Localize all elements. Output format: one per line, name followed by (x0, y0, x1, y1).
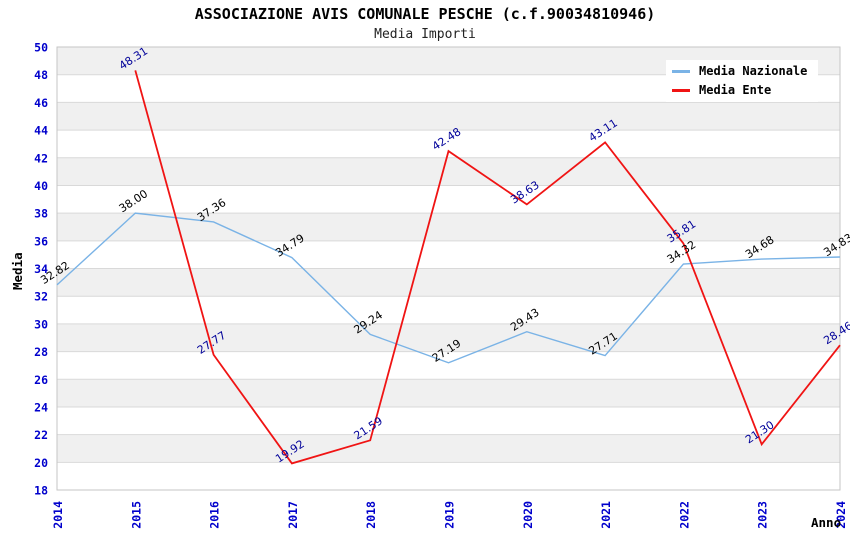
plot-band (57, 240, 840, 269)
y-tick-label: 30 (34, 317, 48, 331)
plot-band (57, 157, 840, 186)
y-tick-label: 20 (34, 456, 48, 470)
legend-label: Media Ente (699, 83, 772, 97)
y-tick-label: 50 (34, 41, 48, 55)
x-tick-label: 2016 (208, 501, 222, 529)
x-tick-label: 2015 (129, 501, 143, 529)
x-axis-title: Anno (811, 515, 842, 530)
y-tick-label: 46 (34, 96, 48, 110)
plot-band (57, 406, 840, 435)
chart-subtitle: Media Importi (374, 27, 476, 42)
x-tick-label: 2023 (756, 501, 770, 529)
plot-band (57, 434, 840, 463)
y-tick-label: 44 (34, 124, 48, 138)
x-tick-label: 2018 (364, 501, 378, 529)
legend-item-media-nazionale: Media Nazionale (672, 63, 818, 79)
legend-label: Media Nazionale (699, 64, 808, 78)
x-tick-label: 2019 (443, 501, 457, 529)
x-tick-label: 2017 (286, 501, 300, 529)
legend-line-sample-icon (672, 69, 690, 73)
y-axis-title: Media (10, 252, 25, 290)
series-line-0 (56, 212, 841, 364)
y-tick-label: 24 (34, 400, 48, 414)
y-tick-label: 42 (34, 151, 48, 165)
y-tick-label: 34 (34, 262, 48, 276)
x-tick-label: 2022 (677, 501, 691, 529)
y-tick-label: 40 (34, 179, 48, 193)
x-tick-label: 2014 (51, 501, 65, 529)
plot-band (57, 296, 840, 324)
plot-band (57, 185, 840, 214)
y-tick-label: 18 (34, 484, 48, 498)
plot-band (57, 462, 840, 490)
y-tick-label: 32 (34, 290, 48, 304)
plot-band (57, 379, 840, 407)
plot-band (57, 323, 840, 352)
x-tick-label: 2020 (521, 501, 535, 529)
legend-item-media-ente: Media Ente (672, 82, 818, 98)
plot-border (56, 46, 841, 491)
plot-band (57, 102, 840, 131)
plot-band (57, 351, 840, 380)
y-tick-label: 48 (34, 68, 48, 82)
chart-title: ASSOCIAZIONE AVIS COMUNALE PESCHE (c.f.9… (194, 5, 656, 23)
y-tick-label: 26 (34, 373, 48, 387)
x-tick-label: 2021 (599, 501, 613, 529)
plot-band (57, 213, 840, 241)
legend: Media Nazionale Media Ente (666, 60, 818, 102)
series-line-1 (134, 70, 841, 465)
y-tick-label: 28 (34, 345, 48, 359)
plot-band (57, 268, 840, 297)
legend-line-sample-icon (672, 88, 690, 92)
y-tick-label: 36 (34, 234, 48, 248)
x-tick-label: 2024 (834, 501, 848, 529)
y-tick-label: 38 (34, 207, 48, 221)
y-tick-label: 22 (34, 428, 48, 442)
